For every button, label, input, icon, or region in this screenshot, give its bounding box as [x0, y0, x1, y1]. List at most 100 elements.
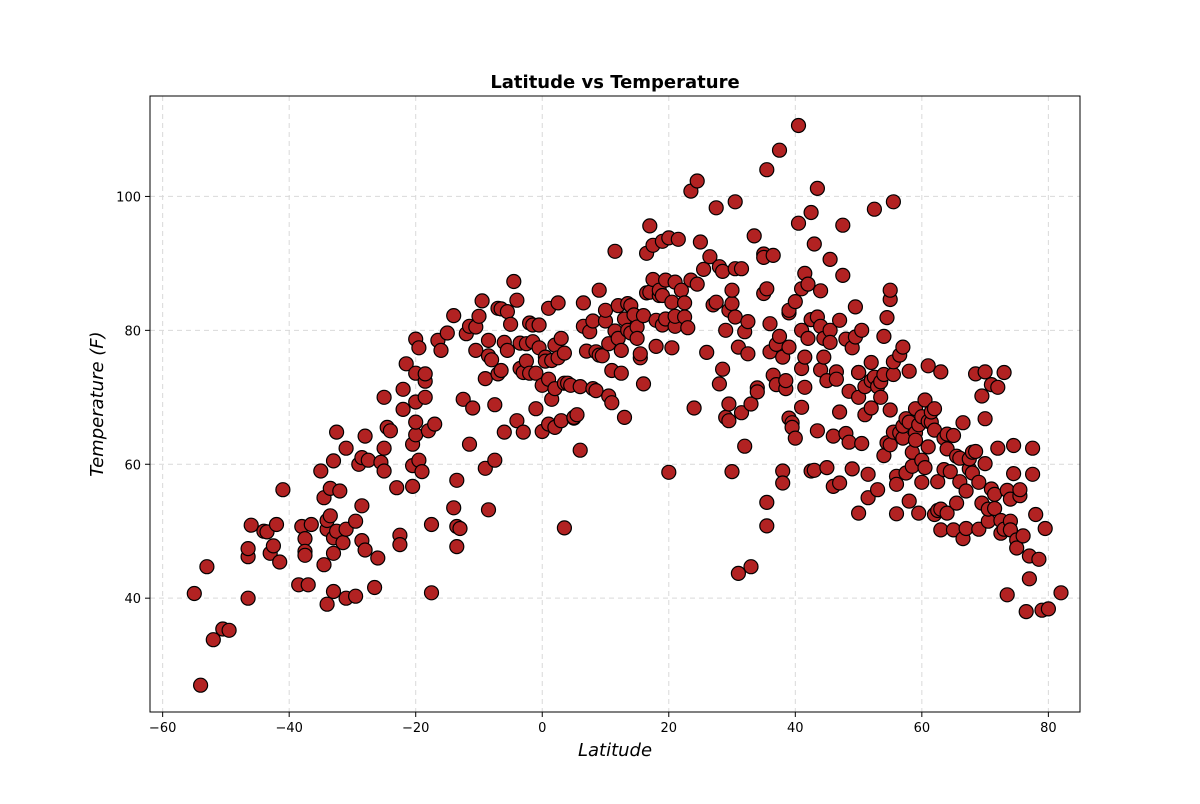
data-point: [822, 251, 838, 267]
data-point: [370, 550, 386, 566]
data-point: [496, 424, 512, 440]
data-point: [395, 401, 411, 417]
data-point: [971, 474, 987, 490]
data-point: [348, 588, 364, 604]
data-point: [411, 340, 427, 356]
data-point: [1012, 482, 1028, 498]
data-point: [670, 231, 686, 247]
data-point: [797, 349, 813, 365]
data-point: [676, 295, 693, 311]
data-point: [749, 384, 765, 400]
data-point: [427, 416, 443, 432]
data-point: [939, 505, 955, 521]
data-point: [297, 530, 313, 547]
data-point: [986, 486, 1003, 502]
data-point: [414, 464, 430, 480]
data-point: [686, 400, 702, 416]
data-point: [354, 498, 370, 514]
x-tick-label: −20: [402, 721, 429, 736]
data-point: [888, 506, 905, 522]
y-tick-label: 100: [116, 190, 141, 205]
data-point: [680, 320, 696, 336]
data-point: [819, 460, 835, 476]
data-point: [920, 358, 936, 374]
data-point: [790, 215, 807, 231]
data-point: [604, 395, 620, 411]
plot-area-frame: [149, 95, 1081, 713]
data-point: [771, 328, 788, 344]
data-point: [392, 536, 408, 553]
data-point: [487, 452, 503, 468]
data-point: [882, 402, 898, 418]
data-point: [733, 261, 750, 277]
data-point: [841, 434, 857, 450]
data-point: [449, 472, 465, 488]
data-point: [477, 371, 493, 387]
data-point: [977, 456, 993, 472]
data-point: [499, 304, 515, 320]
data-point: [917, 392, 933, 408]
data-point: [920, 439, 936, 455]
data-point: [509, 292, 525, 308]
data-point: [711, 376, 728, 392]
data-point: [854, 435, 870, 452]
data-point: [914, 474, 930, 490]
data-point: [977, 364, 993, 380]
data-point: [740, 346, 756, 362]
data-point: [300, 577, 316, 593]
data-point: [806, 236, 822, 252]
data-point: [933, 364, 949, 380]
data-point: [797, 379, 813, 395]
data-point: [297, 547, 313, 563]
x-tick-label: 80: [1040, 721, 1057, 736]
data-point: [240, 590, 256, 606]
data-point: [661, 464, 677, 480]
data-point: [869, 482, 886, 498]
data-point: [692, 234, 709, 250]
data-point: [597, 302, 614, 318]
data-point: [664, 294, 680, 310]
data-point: [556, 520, 573, 536]
data-point: [199, 559, 215, 575]
data-point: [721, 396, 737, 412]
data-point: [958, 520, 974, 537]
data-point: [835, 267, 851, 283]
data-point: [812, 283, 829, 299]
data-point: [335, 534, 351, 551]
data-point: [382, 423, 398, 439]
data-point: [689, 173, 705, 189]
data-point: [572, 379, 588, 395]
data-point: [990, 440, 1006, 456]
data-point: [556, 345, 573, 361]
data-point: [417, 366, 433, 382]
data-point: [793, 399, 810, 415]
data-point: [553, 330, 569, 346]
data-point: [329, 424, 345, 440]
data-point: [1028, 506, 1044, 523]
data-point: [809, 423, 826, 439]
data-point: [268, 516, 285, 533]
data-points: [186, 117, 1069, 693]
data-point: [844, 461, 860, 477]
data-point: [714, 361, 731, 377]
data-point: [484, 352, 500, 368]
data-point: [313, 463, 329, 479]
data-point: [376, 463, 392, 479]
data-point: [733, 405, 750, 421]
data-point: [695, 261, 712, 277]
data-point: [740, 314, 756, 330]
data-point: [642, 218, 658, 234]
data-point: [831, 312, 848, 328]
data-point: [942, 464, 958, 480]
data-point: [487, 397, 503, 413]
data-point: [714, 263, 731, 279]
data-point: [778, 373, 794, 389]
data-point: [999, 587, 1015, 603]
data-point: [468, 342, 484, 358]
data-point: [465, 400, 481, 416]
data-point: [480, 332, 497, 348]
data-point: [446, 308, 462, 324]
data-point: [471, 308, 487, 324]
data-point: [730, 565, 747, 582]
